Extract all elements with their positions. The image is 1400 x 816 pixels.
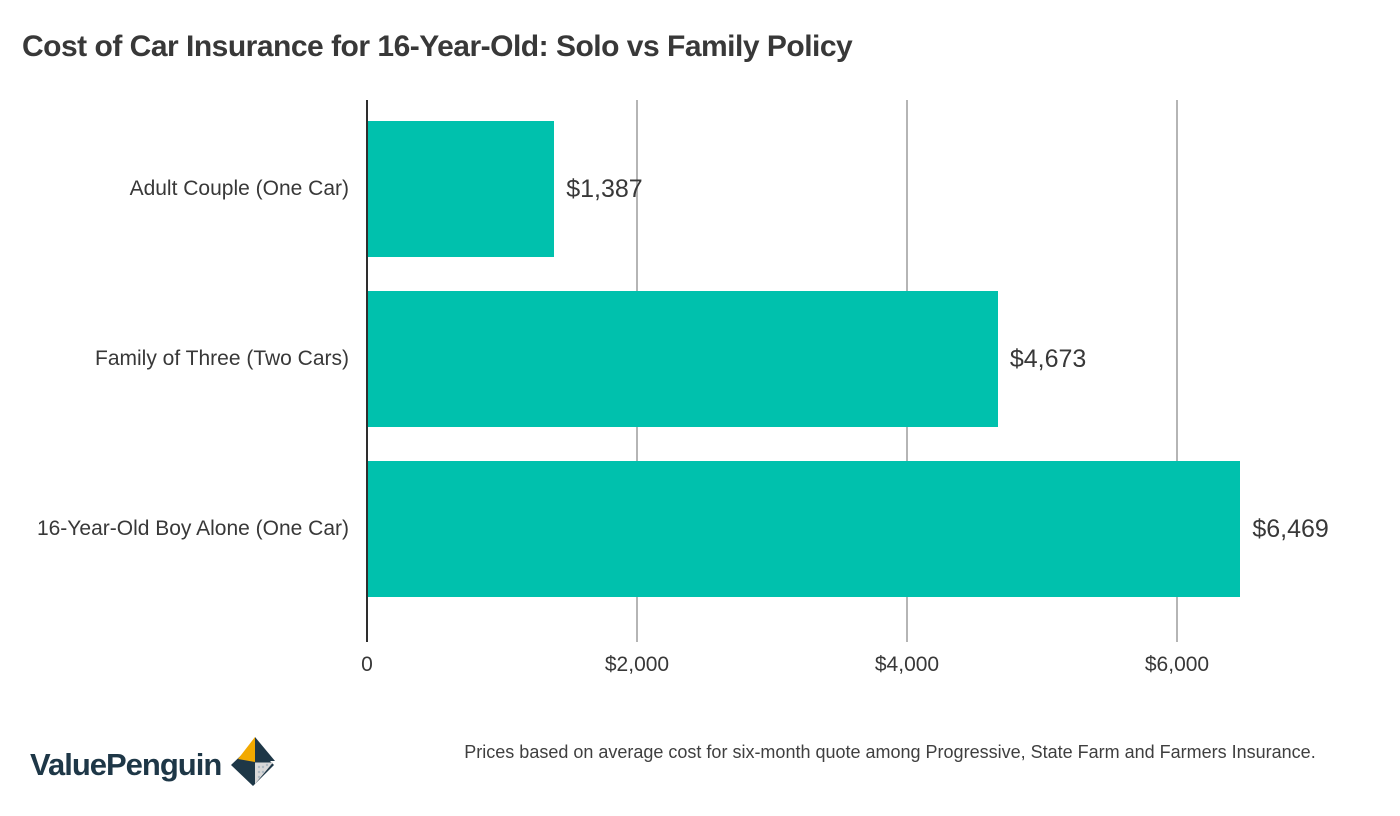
penguin-icon-wing <box>255 737 276 761</box>
valuepenguin-penguin-icon <box>231 737 276 786</box>
dot <box>262 770 265 774</box>
valuepenguin-logo: ValuePenguin <box>30 733 277 797</box>
x-tick-label: $4,000 <box>874 653 940 676</box>
x-tick-label: 0 <box>361 653 373 676</box>
x-tick-label: $6,000 <box>1144 653 1210 676</box>
dot <box>262 765 265 769</box>
x-tick-label: $2,000 <box>604 653 670 676</box>
penguin-icon-belly-dots <box>258 763 269 779</box>
value-label: $6,469 <box>1252 515 1329 543</box>
dot <box>266 763 269 767</box>
valuepenguin-logo-text: ValuePenguin <box>30 747 222 782</box>
dot <box>258 765 261 769</box>
x-gridline <box>1176 100 1178 642</box>
category-label: 16-Year-Old Boy Alone (One Car) <box>36 517 349 540</box>
footer-note: Prices based on average cost for six-mon… <box>464 742 1316 762</box>
value-label: $4,673 <box>1009 345 1087 373</box>
value-label: $1,387 <box>566 175 643 203</box>
chart-title: Cost of Car Insurance for 16-Year-Old: S… <box>22 30 853 63</box>
category-label: Family of Three (Two Cars) <box>95 347 349 370</box>
dot <box>258 775 261 779</box>
penguin-icon-beak <box>238 737 256 762</box>
dot <box>258 770 261 774</box>
y-axis-zero-line <box>366 100 368 642</box>
bar <box>368 461 1241 597</box>
category-label: Adult Couple (One Car) <box>129 177 349 200</box>
bar <box>368 291 998 427</box>
bar <box>368 121 555 257</box>
